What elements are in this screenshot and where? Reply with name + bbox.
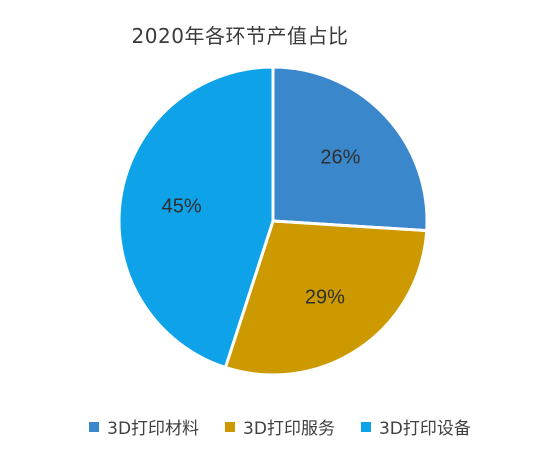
legend-item-services: 3D打印服务 — [225, 414, 335, 439]
chart-title: 2020年各环节产值占比 — [131, 24, 349, 48]
legend-label-services: 3D打印服务 — [243, 419, 335, 439]
legend-item-materials: 3D打印材料 — [89, 414, 199, 439]
legend-swatch-materials — [89, 421, 100, 432]
legend-swatch-equipment — [360, 421, 371, 432]
pie-slice-services — [223, 219, 429, 377]
data-label-services: 29% — [305, 286, 345, 308]
legend-item-equipment: 3D打印设备 — [360, 414, 471, 439]
data-label-materials: 26% — [320, 147, 360, 169]
pie-slice-equipment — [117, 65, 275, 369]
legend: 3D打印材料 3D打印服务 3D打印设备 — [0, 414, 560, 439]
legend-label-materials: 3D打印材料 — [107, 419, 200, 439]
legend-label-equipment: 3D打印设备 — [378, 419, 471, 439]
data-label-equipment: 45% — [162, 196, 202, 218]
legend-swatch-services — [225, 421, 236, 432]
pie-slice-materials — [271, 65, 429, 233]
